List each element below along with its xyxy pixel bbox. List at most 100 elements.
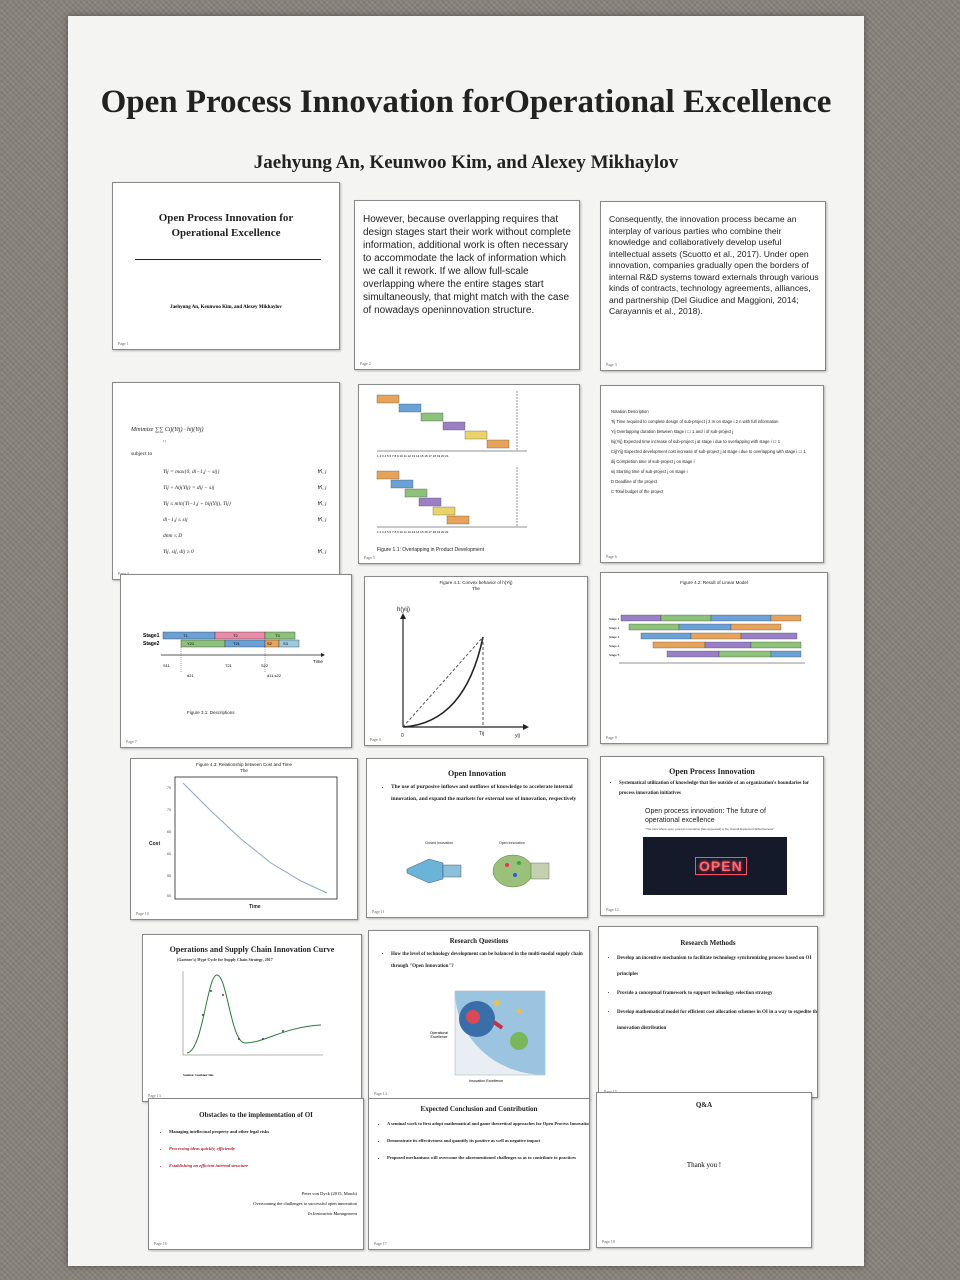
svg-text:T21: T21: [225, 663, 233, 668]
slide-rework: However, because overlapping requires th…: [354, 200, 580, 370]
linear-model-title: Figure 4.2: Result of Linear Model: [680, 580, 748, 585]
open-sign: OPEN: [695, 857, 747, 875]
lm-bar: [640, 632, 692, 640]
gantt-ticks: 1 2 3 4 5 6 7 8 9 10 11 12 13 14 15 16 1…: [377, 530, 449, 534]
svg-text:S2: S2: [267, 641, 273, 646]
stage1-label: Stage1: [143, 633, 160, 639]
block: [224, 639, 266, 648]
convex-chart: [400, 613, 529, 730]
slide-open-process-innovation: Open Process Innovation Systematical uti…: [600, 756, 824, 916]
slide-conclusion: Expected Conclusion and Contribution A s…: [368, 1098, 590, 1250]
rm-title: Research Methods: [680, 939, 736, 947]
lm-bar: [690, 632, 742, 640]
slide-title-authors: Jaehyung An, Keunwoo Kim, and Alexey Mik…: [170, 305, 282, 310]
page-number: Page 16: [154, 1241, 167, 1246]
svg-text:55: 55: [167, 874, 171, 878]
block: [162, 631, 216, 640]
convex-title: Figure 4.1: Convex behavior of h(Yij): [439, 580, 513, 585]
slide-open-innovation: Open Innovation The use of purposive inf…: [366, 758, 588, 918]
page-number: Page 17: [374, 1241, 387, 1246]
gantt-bar: [376, 394, 400, 404]
forall-4: ∀i, j: [317, 517, 327, 523]
notation-line: Yij Overlapping duration between stage i…: [611, 429, 734, 434]
gantt-bar: [420, 412, 444, 422]
gantt-bar: [398, 403, 422, 413]
cost-time-chart: 75 70 65 60 55 50: [167, 776, 338, 900]
constraint-5: dnm ≤ D: [163, 533, 183, 539]
slide-research-methods: Research Methods Develop an incentive me…: [598, 926, 818, 1098]
hype-curve: [186, 974, 322, 1054]
ref-3: In Innovation Management: [308, 1211, 357, 1216]
lm-bar: [704, 641, 752, 649]
slide-notation: Notation Description Tij Time required t…: [600, 385, 824, 563]
stage2-label: Stage2: [143, 641, 160, 647]
svg-text:60: 60: [167, 852, 171, 856]
lm-bar: [628, 623, 680, 631]
lm-row-label: Stage 4: [609, 644, 620, 648]
block: [214, 631, 266, 640]
opi-bullet: Systematical utilization of knowledge th…: [619, 779, 823, 799]
page-number: Page 14: [374, 1091, 387, 1096]
page-number: Page 6: [606, 554, 617, 559]
notation-list: Notation Description Tij Time required t…: [611, 408, 817, 498]
lm-bar: [740, 632, 798, 640]
obstacles-bullets: Managing intellectual property and other…: [157, 1125, 363, 1176]
open-innovation-bullet: The use of purposive inflows and outflow…: [391, 781, 587, 805]
lm-row-label: Stage 2: [609, 626, 620, 630]
page-number: Page 18: [602, 1239, 615, 1244]
cost-time-title: Figure 4.3: Relationship between Cost an…: [195, 762, 293, 767]
poster-authors: Jaehyung An, Keunwoo Kim, and Alexey Mik…: [253, 152, 679, 173]
slide-innovation-process: Consequently, the innovation process bec…: [600, 201, 826, 371]
notation-line: dij Completion time of sub-project j on …: [611, 459, 695, 464]
page-number: Page 12: [606, 907, 619, 912]
hype-source: Source: Gartner Inc.: [183, 1073, 215, 1077]
slide-title-heading: Open Process Innovation for Operational …: [158, 212, 294, 239]
cost-time-line: [182, 782, 328, 894]
rq-label-left: Operational Excellence: [429, 1031, 449, 1039]
forall-3: ∀i, j: [317, 501, 327, 507]
objective-function: Minimize ∑∑ Cij(Yij) · hij(Yij): [131, 427, 204, 433]
page-number: Page 11: [372, 909, 385, 914]
hype-title: Operations and Supply Chain Innovation C…: [169, 945, 335, 954]
lm-bar: [710, 614, 772, 622]
title-divider: [135, 259, 321, 260]
page-number: Page 15: [604, 1089, 617, 1094]
convex-origin: 0: [401, 733, 404, 739]
hype-chart: [182, 971, 323, 1056]
lm-bar: [620, 614, 662, 622]
lm-bar: [770, 614, 802, 622]
page-number: Page 7: [126, 739, 137, 744]
conclusion-bullet: Demonstrate its effectiveness and quanti…: [387, 1134, 589, 1148]
ref-2: Overcoming the challenges to successful …: [253, 1201, 357, 1206]
lm-row-label: Stage 1: [609, 617, 620, 621]
notation-line: Cij(Yij) Expected development cost incre…: [611, 449, 806, 454]
page-number: Page 10: [136, 911, 149, 916]
rq-diagram: [454, 990, 546, 1076]
page-number: Page 3: [606, 362, 617, 367]
conclusion-bullets: A seminal work to first adopt mathematic…: [375, 1117, 589, 1168]
qa-text: Thank you !: [686, 1161, 722, 1169]
forall-2: ∀i, j: [317, 485, 327, 491]
notation-line: C Total budget of the project: [611, 489, 664, 494]
rq-title: Research Questions: [449, 937, 509, 945]
slide-obstacles: Obstacles to the implementation of OI Ma…: [148, 1098, 364, 1250]
gantt-ticks: 1 2 3 4 5 6 7 8 9 10 11 12 13 14 15 16 1…: [377, 454, 449, 458]
time-xlabel: Time: [249, 904, 261, 910]
open-innovation-label: Open Innovation: [499, 841, 525, 845]
open-innovation-title: Open Innovation: [447, 769, 507, 778]
obstacles-title: Obstacles to the implementation of OI: [199, 1111, 313, 1119]
rq-label-bottom: Innovation Excellence: [469, 1079, 504, 1083]
svg-text:d21: d21: [187, 673, 194, 678]
gantt-bar: [404, 488, 428, 498]
gantt-bar: [376, 470, 400, 480]
gantt-bar: [390, 479, 414, 489]
rm-bullets: Develop an incentive mechanism to facili…: [605, 951, 817, 1040]
descriptions-caption: Figure 3.1: Descriptions: [187, 710, 235, 715]
cost-time-subtitle: The: [240, 768, 248, 773]
slide-descriptions: Stage1 Stage2 Time T1 T2 T3 Y21 T21 S2 S…: [120, 574, 352, 748]
obstacles-bullet: Processing ideas quickly, efficiently: [169, 1142, 363, 1156]
constraint-6: Yij, sij, dij ≥ 0: [163, 549, 194, 555]
rework-text: However, because overlapping requires th…: [363, 214, 571, 316]
lm-bar: [770, 650, 802, 658]
notation-line: sij Starting time of sub-project j on st…: [611, 469, 688, 474]
